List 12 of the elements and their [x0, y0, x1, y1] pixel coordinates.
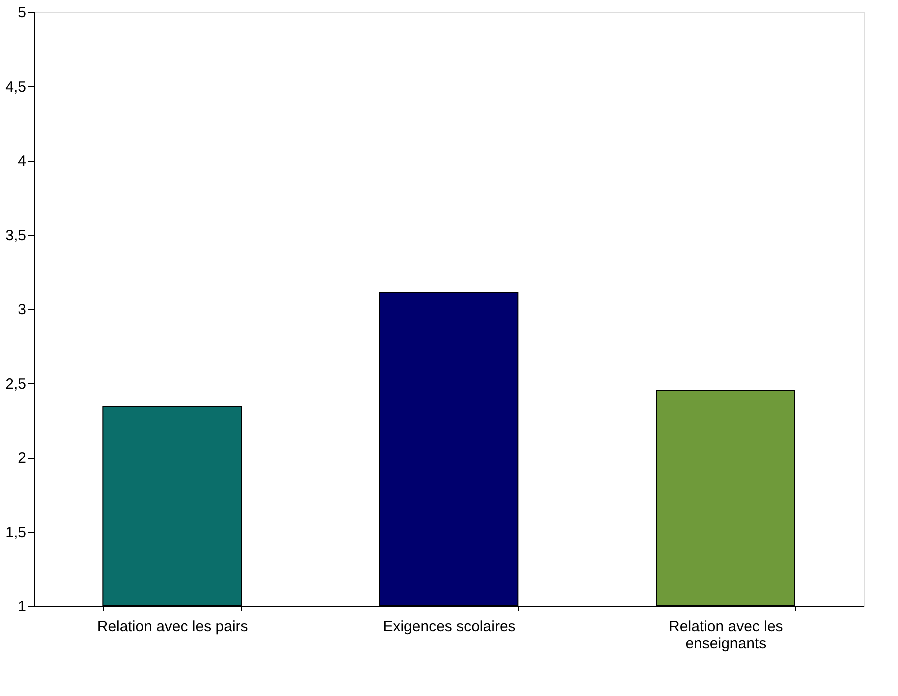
y-tick-label: 2,5: [6, 376, 26, 393]
y-tick-label: 2: [18, 450, 26, 467]
y-tick-label: 5: [18, 4, 26, 22]
y-tick-label: 1: [18, 598, 26, 616]
y-tick-label: 3: [18, 302, 26, 318]
y-tick-label: 3,5: [6, 227, 26, 244]
y-tick-label: 4,5: [6, 78, 26, 96]
y-tick-label: 4: [18, 153, 26, 170]
y-tick-label: 1,5: [6, 524, 26, 542]
x-tick-label: Relation avec les enseignants: [669, 618, 784, 652]
x-tick-label: Exigences scolaires: [383, 618, 516, 636]
x-tick-label: Relation avec les pairs: [97, 618, 248, 636]
